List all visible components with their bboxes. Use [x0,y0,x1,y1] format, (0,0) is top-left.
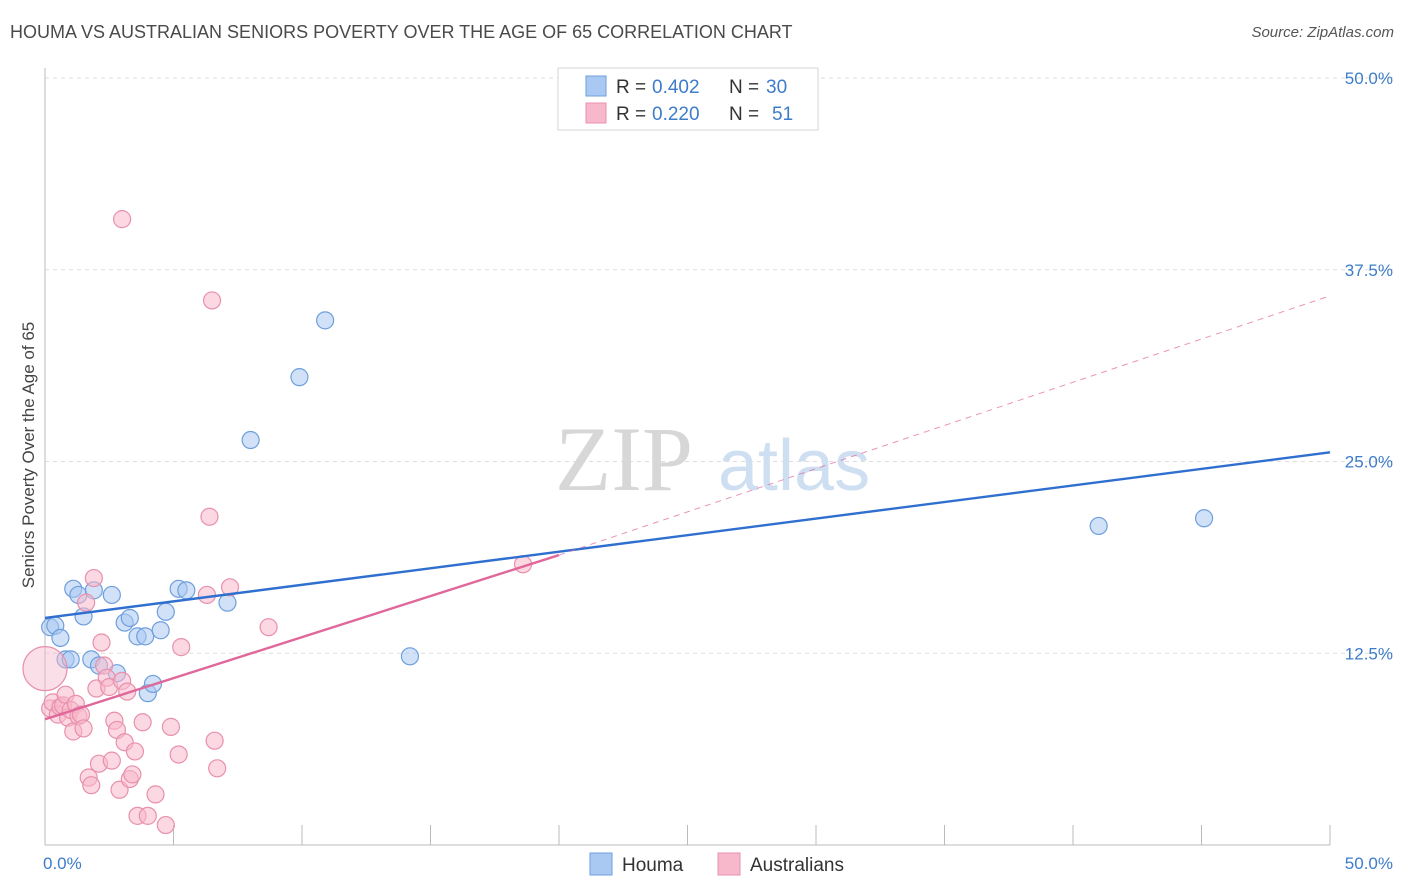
point-australians [82,776,101,795]
legend-r-value-australians: 0.220 [652,104,700,125]
legend-n-value-australians: 51 [772,104,793,125]
legend-r-label-houma: R = [616,77,646,98]
chart-title: HOUMA VS AUSTRALIAN SENIORS POVERTY OVER… [10,22,793,42]
legend-swatch-houma [585,75,607,97]
point-houma [1089,516,1108,536]
series-legend: Houma Australians [589,852,844,876]
legend-n-label-houma: N = [729,77,759,98]
series-swatch-houma [589,852,613,876]
grid-lines [45,77,1393,654]
data-points [22,210,1214,835]
point-australians [156,815,175,835]
legend-r-label-australians: R = [616,104,646,125]
point-houma [241,430,260,450]
point-australians [202,291,222,310]
point-australians [172,638,191,657]
point-australians [118,682,137,701]
point-houma [316,311,335,330]
trend-extension-australians [558,295,1331,556]
correlation-legend: R = 0.402 N = 30 R = 0.220 N = 51 [557,67,819,131]
y-tick-label: 25.0% [1345,453,1393,472]
legend-n-label-australians: N = [729,104,759,125]
series-name-australians: Australians [750,855,844,876]
point-australians [123,765,142,784]
point-australians [92,633,111,652]
point-houma [290,368,309,387]
point-houma [51,628,70,648]
y-tick-labels: 12.5% 25.0% 37.5% 50.0% [1345,69,1393,663]
watermark-zip: ZIP [555,408,693,510]
point-houma [1194,509,1214,528]
point-houma [400,647,420,666]
point-australians [102,751,121,770]
point-australians [200,507,219,526]
point-houma [102,585,121,605]
legend-r-value-houma: 0.402 [652,77,700,98]
point-australians [205,731,224,750]
point-australians [208,759,227,778]
point-australians [84,568,103,588]
point-houma [218,593,237,612]
x-tick-label: 0.0% [43,854,82,873]
legend-swatch-australians [585,102,607,124]
trend-line-australians [44,553,560,721]
point-australians [197,585,217,605]
trend-lines [44,295,1331,721]
y-tick-label: 12.5% [1345,644,1393,663]
x-tick-label: 50.0% [1345,854,1393,873]
axes [44,68,1331,846]
y-tick-label: 37.5% [1345,261,1393,280]
series-name-houma: Houma [622,855,684,876]
point-australians [259,618,278,637]
y-tick-label: 50.0% [1345,69,1393,88]
point-australians [133,713,152,732]
point-australians [112,210,132,229]
point-australians [77,593,96,612]
point-houma [120,608,139,628]
point-houma [156,602,175,621]
point-australians [125,742,145,761]
point-houma [177,581,196,600]
point-houma [136,627,155,646]
point-australians [161,717,181,736]
trend-line-houma [44,451,1331,620]
point-australians [220,578,240,597]
point-australians [146,785,165,804]
point-houma [151,621,170,640]
point-australians [74,719,93,738]
legend-n-value-houma: 30 [766,77,787,98]
y-axis-label: Seniors Poverty Over the Age of 65 [19,322,38,588]
point-australians [22,645,68,692]
point-australians [169,745,188,764]
watermark-atlas: atlas [718,426,870,506]
x-tick-labels: 0.0% 50.0% [43,854,1393,873]
point-australians [138,806,157,825]
source-label: Source: ZipAtlas.com [1251,24,1394,41]
series-swatch-australians [717,852,741,876]
